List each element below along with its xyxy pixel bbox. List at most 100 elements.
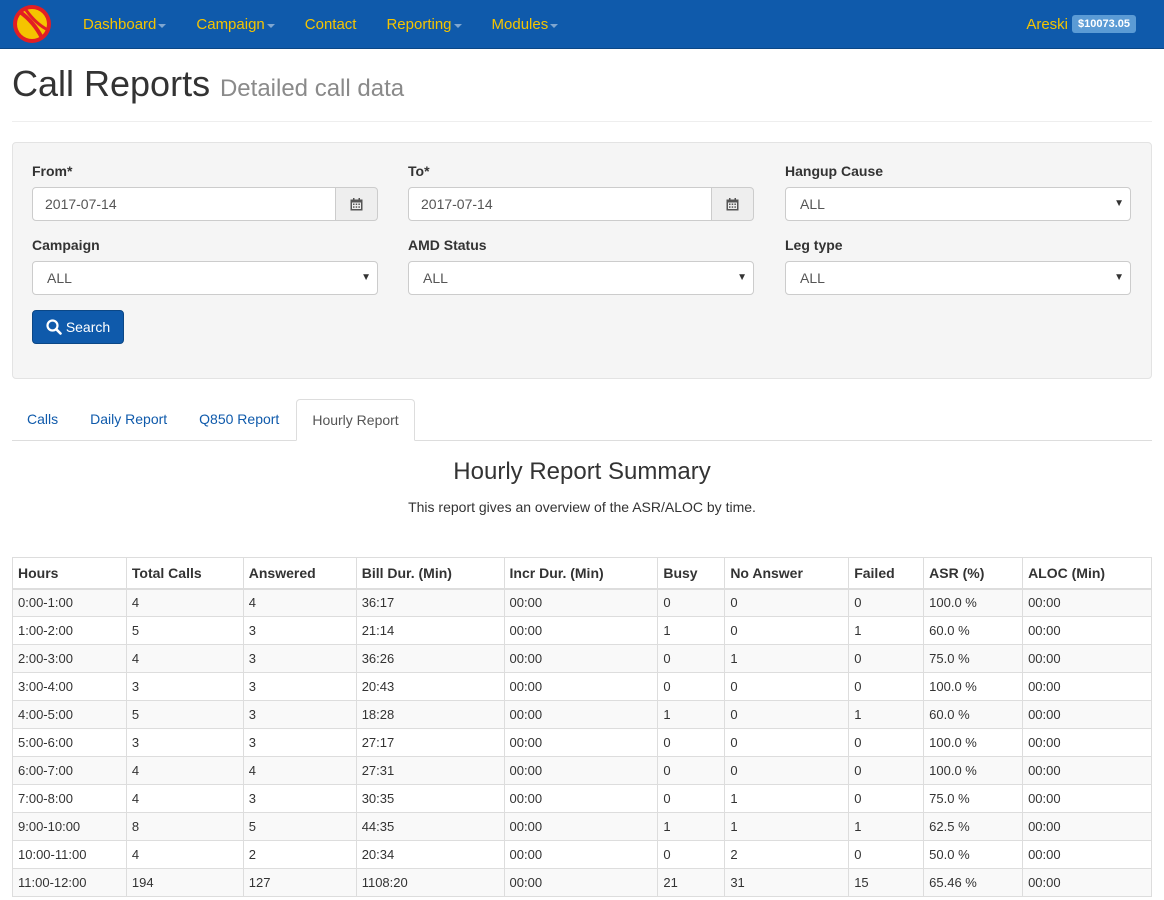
table-row: 4:00-5:00 5 3 18:28 00:00 1 0 1 60.0 % 00:00 [12,700,1152,729]
from-date-input[interactable]: 2017-07-14 [32,187,336,221]
select-arrow-icon: ▼ [737,272,747,283]
user-menu[interactable]: Areski $10073.05 [1026,0,1136,48]
table-cell: 3 [242,644,357,673]
page-title: Call Reports [12,63,211,104]
to-date-input[interactable]: 2017-07-14 [408,187,712,221]
from-calendar-button[interactable] [336,187,378,221]
table-cell: 4 [125,840,244,869]
table-cell: 15 [848,868,925,897]
leg-type-select[interactable]: ALL ▼ [785,261,1131,295]
table-cell: 0 [657,672,726,701]
select-arrow-icon: ▼ [361,272,371,283]
hangup-cause-select[interactable]: ALL ▼ [785,187,1131,221]
campaign-field-group: Campaign ALL ▼ [32,237,378,295]
table-cell: 00:00 [1022,588,1152,617]
table-cell: 10:00-11:00 [12,840,127,869]
tab-hourly-report[interactable]: Hourly Report [296,399,415,441]
tab-calls[interactable]: Calls [27,411,59,427]
user-name[interactable]: Areski [1026,15,1068,33]
campaign-select[interactable]: ALL ▼ [32,261,378,295]
table-cell: 1:00-2:00 [12,616,127,645]
table-cell: 0 [657,756,726,785]
column-header[interactable]: Failed [848,557,925,590]
column-header[interactable]: Hours [12,557,127,590]
table-cell: 1 [724,644,850,673]
nav-item-campaign[interactable]: Campaign [181,0,289,48]
table-cell: 60.0 % [923,700,1024,729]
tab-daily-report[interactable]: Daily Report [90,411,168,427]
column-header[interactable]: Busy [657,557,726,590]
campaign-label: Campaign [32,237,100,253]
table-cell: 4 [125,644,244,673]
amd-status-select[interactable]: ALL ▼ [408,261,754,295]
search-icon [46,319,62,335]
table-cell: 1 [657,616,726,645]
table-header-row: Hours Total Calls Answered Bill Dur. (Min) I… [12,557,1152,590]
table-cell: 0 [657,728,726,757]
table-cell: 0 [724,672,850,701]
to-calendar-button[interactable] [712,187,754,221]
column-header[interactable]: ALOC (Min) [1022,557,1152,590]
table-cell: 0 [657,784,726,813]
caret-down-icon [550,23,559,28]
table-row: 0:00-1:00 4 4 36:17 00:00 0 0 0 100.0 % 00:00 [12,588,1152,617]
table-cell: 2 [242,840,357,869]
table-cell: 00:00 [1022,868,1152,897]
table-cell: 0 [657,840,726,869]
amd-field-group: AMD Status ALL ▼ [408,237,754,295]
to-field-group: To* 2017-07-14 [408,163,754,221]
table-cell: 0 [724,588,850,617]
select-arrow-icon: ▼ [1114,272,1124,283]
table-cell: 00:00 [503,616,659,645]
calendar-icon [726,197,739,210]
table-cell: 00:00 [503,756,659,785]
campaign-value: ALL [47,270,72,286]
table-cell: 00:00 [1022,784,1152,813]
column-header[interactable]: Bill Dur. (Min) [355,557,505,590]
table-cell: 3 [242,700,357,729]
hangup-field-group: Hangup Cause ALL ▼ [785,163,1131,221]
table-cell: 00:00 [503,812,659,841]
table-cell: 31 [724,868,850,897]
table-row: 1:00-2:00 5 3 21:14 00:00 1 0 1 60.0 % 00:00 [12,616,1152,645]
tab-q850-report[interactable]: Q850 Report [199,411,280,427]
column-header[interactable]: Incr Dur. (Min) [503,557,659,590]
table-cell: 5 [242,812,357,841]
hangup-label: Hangup Cause [785,163,884,179]
nav-item-dashboard[interactable]: Dashboard [68,0,181,48]
column-header[interactable]: ASR (%) [923,557,1024,590]
table-cell: 100.0 % [923,588,1024,617]
table-cell: 00:00 [1022,700,1152,729]
table-cell: 00:00 [503,868,659,897]
table-cell: 100.0 % [923,728,1024,757]
table-cell: 0 [848,784,925,813]
column-header[interactable]: Answered [242,557,357,590]
column-header[interactable]: No Answer [724,557,850,590]
table-cell: 3 [242,728,357,757]
table-cell: 4 [125,588,244,617]
app-logo-icon[interactable] [12,4,52,44]
main-nav: Dashboard Campaign Contact Reporting Modules [68,0,573,48]
from-field-group: From* 2017-07-14 [32,163,378,221]
table-cell: 00:00 [1022,728,1152,757]
table-cell: 21 [657,868,726,897]
search-button[interactable]: Search [32,310,124,344]
table-cell: 5:00-6:00 [12,728,127,757]
table-cell: 100.0 % [923,756,1024,785]
table-cell: 4 [125,756,244,785]
column-header[interactable]: Total Calls [125,557,244,590]
table-cell: 1 [657,700,726,729]
table-cell: 65.46 % [923,868,1024,897]
nav-item-contact[interactable]: Contact [290,0,372,48]
nav-item-reporting[interactable]: Reporting [371,0,476,48]
table-cell: 1 [724,784,850,813]
nav-item-label: Campaign [196,15,265,33]
table-cell: 00:00 [1022,616,1152,645]
nav-item-modules[interactable]: Modules [477,0,574,48]
table-cell: 4 [242,588,357,617]
page-header: Call Reports Detailed call data [12,49,1152,122]
amd-label: AMD Status [408,237,487,253]
table-cell: 00:00 [503,644,659,673]
table-cell: 1 [848,616,925,645]
table-cell: 5 [125,700,244,729]
